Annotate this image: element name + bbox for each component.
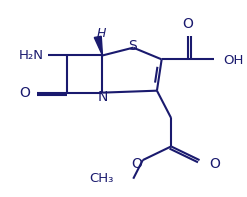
Text: O: O xyxy=(182,17,193,31)
Polygon shape xyxy=(94,36,103,56)
Text: N: N xyxy=(98,90,108,104)
Text: S: S xyxy=(128,39,137,53)
Text: O: O xyxy=(19,86,30,100)
Text: H₂N: H₂N xyxy=(19,49,43,62)
Text: OH: OH xyxy=(223,54,244,67)
Text: CH₃: CH₃ xyxy=(89,172,113,185)
Text: O: O xyxy=(131,157,142,171)
Text: O: O xyxy=(209,157,220,171)
Text: H: H xyxy=(97,27,106,40)
